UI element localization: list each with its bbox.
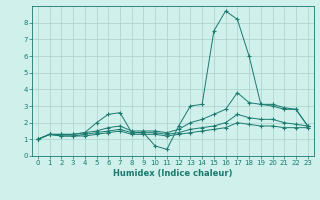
X-axis label: Humidex (Indice chaleur): Humidex (Indice chaleur) [113,169,233,178]
